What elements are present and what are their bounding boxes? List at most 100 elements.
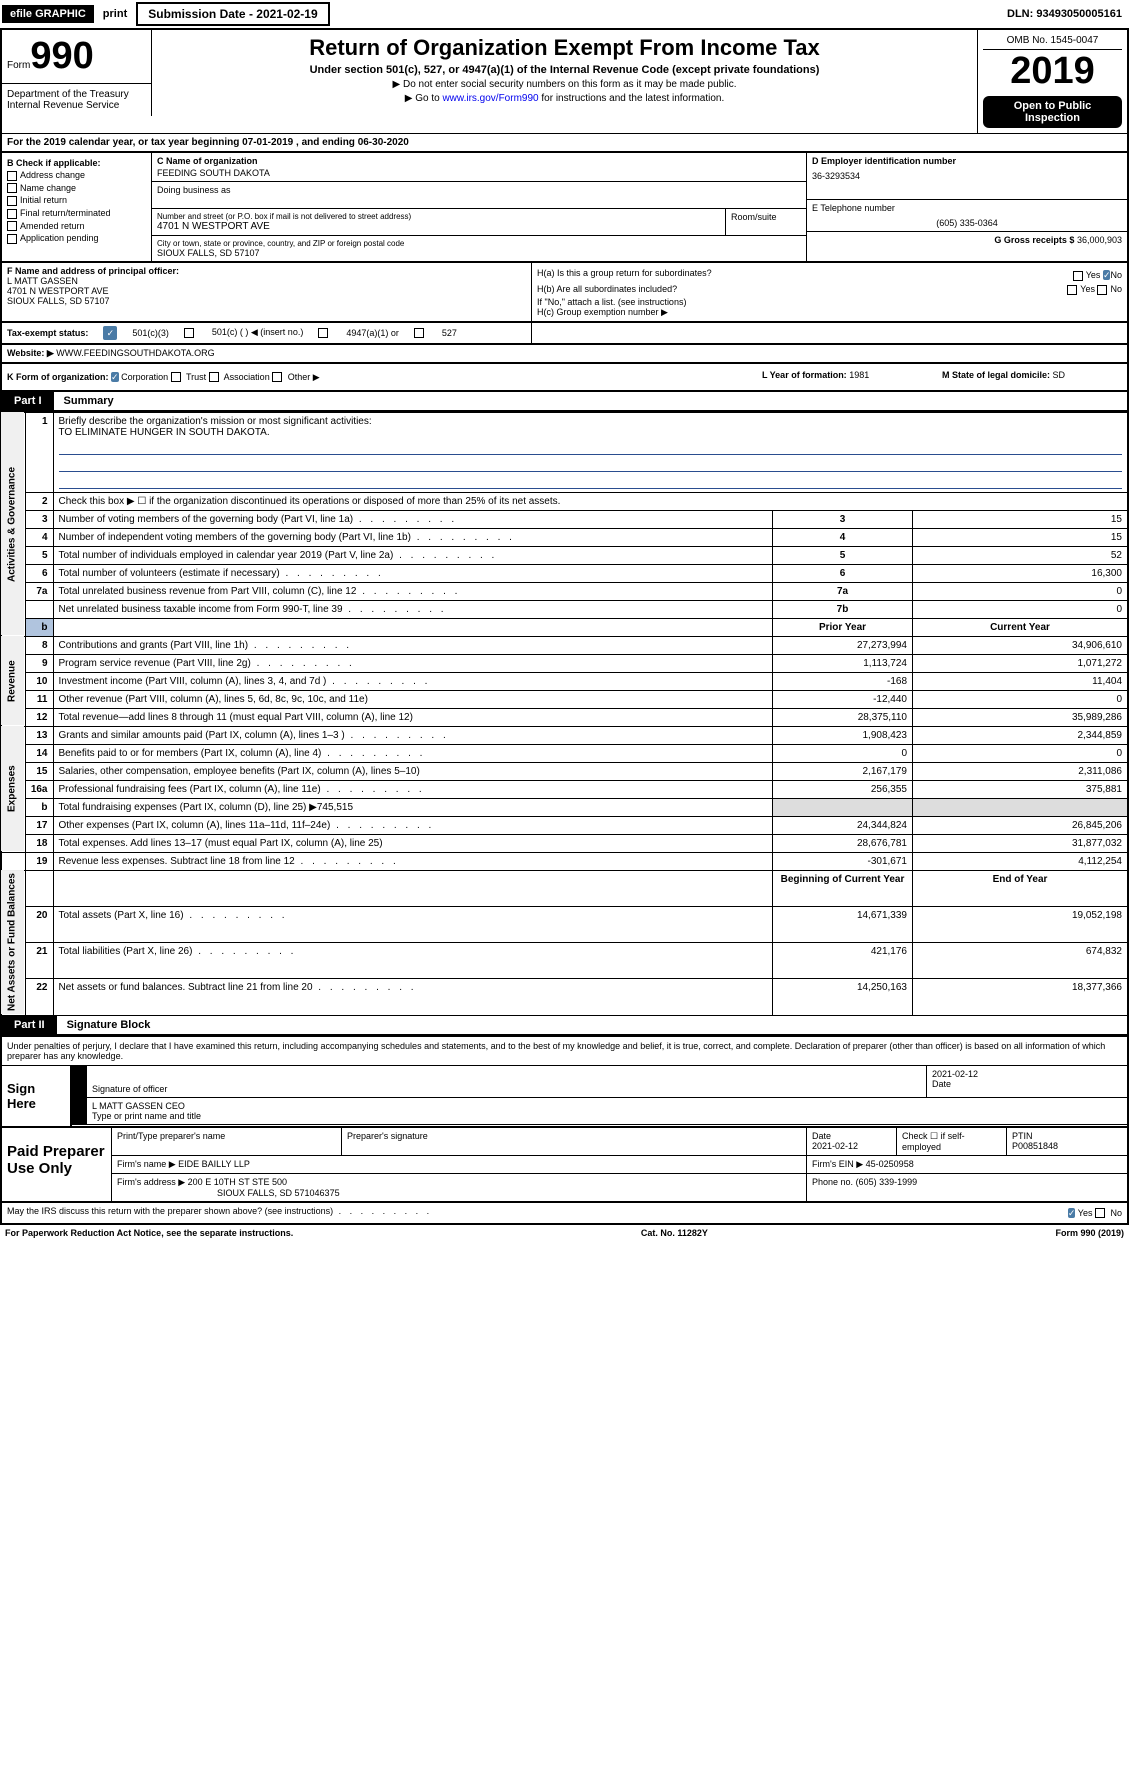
form-number: 990 — [30, 35, 93, 77]
firm-name: Firm's name ▶ EIDE BAILLY LLP — [112, 1156, 807, 1173]
end-year-header: End of Year — [913, 870, 1129, 906]
line-4: Number of independent voting members of … — [53, 528, 773, 546]
irs-link[interactable]: www.irs.gov/Form990 — [442, 93, 538, 104]
ha-yes[interactable] — [1073, 271, 1083, 281]
form-footer: Form 990 (2019) — [1055, 1228, 1124, 1238]
preparer-label: Paid Preparer Use Only — [2, 1128, 112, 1201]
org-info-column: C Name of organization FEEDING SOUTH DAK… — [152, 153, 807, 261]
status-527[interactable] — [414, 328, 424, 338]
line-10: Investment income (Part VIII, column (A)… — [53, 672, 773, 690]
line-16a: Professional fundraising fees (Part IX, … — [53, 780, 773, 798]
org-trust[interactable] — [171, 372, 181, 382]
line-8-curr: 34,906,610 — [913, 636, 1129, 654]
dba-row: Doing business as — [152, 182, 806, 209]
prior-year-header: Prior Year — [773, 618, 913, 636]
right-info-column: D Employer identification number 36-3293… — [807, 153, 1127, 261]
beg-year-header: Beginning of Current Year — [773, 870, 913, 906]
title-box: Return of Organization Exempt From Incom… — [152, 30, 977, 133]
org-corp[interactable]: ✓ — [111, 372, 119, 382]
line-5-val: 52 — [913, 546, 1129, 564]
self-employed-check[interactable]: Check ☐ if self-employed — [897, 1128, 1007, 1155]
sign-here-label: Sign Here — [2, 1066, 72, 1126]
ptin: PTINP00851848 — [1007, 1128, 1127, 1155]
preparer-signature[interactable]: Preparer's signature — [342, 1128, 807, 1155]
omb-number: OMB No. 1545-0047 — [983, 35, 1122, 50]
hb-no[interactable] — [1097, 285, 1107, 295]
line-21: Total liabilities (Part X, line 26) — [53, 943, 773, 979]
check-b-label: B Check if applicable: — [7, 158, 146, 168]
receipts-row: G Gross receipts $ 36,000,903 — [807, 232, 1127, 248]
line-17: Other expenses (Part IX, column (A), lin… — [53, 816, 773, 834]
print-button[interactable]: print — [98, 5, 132, 23]
officer-section: F Name and address of principal officer:… — [0, 263, 1129, 323]
check-name[interactable]: Name change — [7, 183, 146, 194]
signature-section: Under penalties of perjury, I declare th… — [0, 1036, 1129, 1128]
form-header: Form990 Department of the Treasury Inter… — [0, 28, 1129, 134]
officer-name-title: L MATT GASSEN CEOType or print name and … — [87, 1098, 1127, 1124]
line-6-val: 16,300 — [913, 564, 1129, 582]
discuss-yes[interactable]: ✓ — [1068, 1208, 1076, 1218]
address-row: Number and street (or P.O. box if mail i… — [152, 209, 806, 236]
officer-signature[interactable]: Signature of officer — [87, 1066, 927, 1097]
line-3: Number of voting members of the governin… — [53, 510, 773, 528]
preparer-name: Print/Type preparer's name — [112, 1128, 342, 1155]
line-19: Revenue less expenses. Subtract line 18 … — [53, 852, 773, 870]
website-value: WWW.FEEDINGSOUTHDAKOTA.ORG — [56, 348, 214, 358]
check-amended[interactable]: Amended return — [7, 221, 146, 232]
line-7a-val: 0 — [913, 582, 1129, 600]
ein-row: D Employer identification number 36-3293… — [807, 153, 1127, 200]
line-15: Salaries, other compensation, employee b… — [53, 762, 773, 780]
part2-header: Part II Signature Block — [0, 1016, 1129, 1036]
status-501c3[interactable]: ✓ — [103, 326, 117, 340]
org-name: FEEDING SOUTH DAKOTA — [157, 168, 801, 178]
form-org-type: K Form of organization: ✓ Corporation Tr… — [7, 370, 762, 384]
firm-phone: Phone no. (605) 339-1999 — [807, 1174, 1127, 1201]
hb-yes[interactable] — [1067, 285, 1077, 295]
check-pending[interactable]: Application pending — [7, 233, 146, 244]
line-7a: Total unrelated business revenue from Pa… — [53, 582, 773, 600]
org-assoc[interactable] — [209, 372, 219, 382]
side-revenue: Revenue — [1, 636, 25, 726]
summary-table: Activities & Governance 1 Briefly descri… — [0, 412, 1129, 1016]
part1-title: Summary — [54, 392, 124, 410]
line-20: Total assets (Part X, line 16) — [53, 906, 773, 942]
line-8: Contributions and grants (Part VIII, lin… — [53, 636, 773, 654]
line-8-prior: 27,273,994 — [773, 636, 913, 654]
note-ssn: ▶ Do not enter social security numbers o… — [157, 79, 972, 90]
efile-label[interactable]: efile GRAPHIC — [2, 5, 94, 23]
hc-label: H(c) Group exemption number ▶ — [537, 307, 1122, 318]
status-501c[interactable] — [184, 328, 194, 338]
form-org-row: K Form of organization: ✓ Corporation Tr… — [0, 364, 1129, 392]
line-16b: Total fundraising expenses (Part IX, col… — [53, 798, 773, 816]
sig-date: 2021-02-12Date — [927, 1066, 1127, 1097]
check-address[interactable]: Address change — [7, 170, 146, 181]
note-link: ▶ Go to www.irs.gov/Form990 for instruct… — [157, 93, 972, 104]
check-final[interactable]: Final return/terminated — [7, 208, 146, 219]
discuss-text: May the IRS discuss this return with the… — [7, 1206, 432, 1220]
org-other[interactable] — [272, 372, 282, 382]
hb-question: H(b) Are all subordinates included? Yes … — [537, 284, 1122, 295]
discuss-no[interactable] — [1095, 1208, 1105, 1218]
current-year-header: Current Year — [913, 618, 1129, 636]
line-13: Grants and similar amounts paid (Part IX… — [53, 726, 773, 744]
year-box: OMB No. 1545-0047 2019 Open to Public In… — [977, 30, 1127, 133]
line-5: Total number of individuals employed in … — [53, 546, 773, 564]
line-22: Net assets or fund balances. Subtract li… — [53, 979, 773, 1015]
officer-info: F Name and address of principal officer:… — [2, 263, 532, 321]
line-18: Total expenses. Add lines 13–17 (must eq… — [53, 834, 773, 852]
phone-value: (605) 335-0364 — [812, 218, 1122, 228]
paperwork-notice: For Paperwork Reduction Act Notice, see … — [5, 1228, 293, 1238]
check-initial[interactable]: Initial return — [7, 195, 146, 206]
firm-ein: Firm's EIN ▶ 45-0250958 — [807, 1156, 1127, 1173]
status-4947[interactable] — [318, 328, 328, 338]
tax-year-row: For the 2019 calendar year, or tax year … — [0, 134, 1129, 153]
tax-status-row: Tax-exempt status: ✓501(c)(3) 501(c) ( )… — [0, 323, 1129, 345]
part1-header: Part I Summary — [0, 392, 1129, 412]
city-row: City or town, state or province, country… — [152, 236, 806, 261]
state-domicile: M State of legal domicile: SD — [942, 370, 1122, 384]
info-section: B Check if applicable: Address change Na… — [0, 153, 1129, 263]
sig-arrow-icon — [72, 1066, 87, 1097]
sign-here-row: Sign Here Signature of officer 2021-02-1… — [2, 1066, 1127, 1126]
line-9: Program service revenue (Part VIII, line… — [53, 654, 773, 672]
discuss-row: May the IRS discuss this return with the… — [0, 1203, 1129, 1225]
